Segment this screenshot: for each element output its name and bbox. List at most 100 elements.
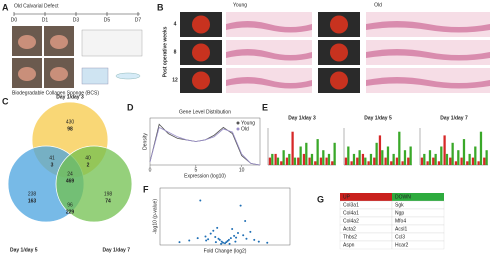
cell-text: Hcar2 (395, 242, 409, 248)
bar (350, 161, 353, 165)
point (199, 199, 202, 202)
venn-set (55, 145, 133, 223)
y-axis-label: -log10 (p-value) (152, 199, 158, 234)
header-cell (392, 193, 444, 201)
defect (330, 15, 348, 34)
caption: Biodegradable Collagen Sponge (BCS) (12, 90, 99, 96)
point (249, 230, 252, 233)
bar (316, 139, 319, 165)
bar (457, 150, 460, 165)
region-count: 163 (28, 198, 37, 204)
point (257, 240, 260, 243)
bar (392, 153, 395, 165)
cell-text: Sgk (395, 202, 404, 208)
x-axis-label: Expression (log10) (184, 173, 226, 179)
legend-swatch (236, 127, 240, 131)
point (178, 241, 181, 244)
x-tick-label: 0 (149, 167, 152, 173)
chart-title: Gene Level Distribution (179, 109, 231, 115)
bar (477, 161, 480, 165)
bar (386, 146, 390, 165)
panel-label: G (317, 194, 324, 204)
bar (373, 157, 376, 165)
x-axis-label: Fold Change (log2) (204, 248, 247, 254)
region-count: 2 (87, 162, 90, 168)
bar (426, 161, 429, 165)
bar (308, 157, 311, 165)
bar (474, 146, 477, 165)
legend-label: Young (241, 120, 255, 126)
cell-text: Col3a1 (343, 202, 359, 208)
tissue (366, 21, 490, 33)
region-count: 469 (66, 178, 75, 184)
point (225, 241, 228, 244)
bar (285, 157, 289, 165)
bar (420, 157, 424, 165)
bar (352, 153, 356, 165)
defect (192, 15, 210, 34)
cell-text: Acta2 (343, 226, 356, 232)
region-count: 96 (67, 202, 73, 208)
column-label: Young (233, 2, 247, 8)
region-count: 229 (66, 209, 75, 215)
bar (384, 157, 387, 165)
bar (403, 150, 407, 165)
point (212, 229, 215, 232)
bar (344, 157, 348, 165)
bar (434, 153, 437, 165)
point (220, 242, 223, 245)
bar (291, 131, 294, 165)
bar (409, 146, 412, 165)
region-count: 41 (49, 155, 55, 161)
defect (330, 71, 348, 90)
bar (468, 153, 471, 165)
photo-detail (50, 35, 68, 49)
bar (299, 146, 302, 165)
bar (479, 131, 483, 165)
bar (369, 153, 373, 165)
panel-label: A (2, 2, 9, 12)
row-label: 12 (172, 77, 178, 83)
bar (331, 161, 334, 165)
cell-text: Col4a2 (343, 218, 359, 224)
disc (115, 72, 141, 80)
point (235, 236, 238, 239)
bar (375, 142, 378, 165)
point (229, 237, 232, 240)
bar (333, 142, 336, 165)
bar (443, 135, 446, 165)
region-count: 430 (66, 119, 75, 125)
bar (437, 161, 441, 165)
bar (297, 157, 300, 165)
header-text: DOWN (395, 194, 411, 200)
defect (192, 43, 210, 62)
legend-label: Old (241, 126, 249, 132)
bar (466, 161, 469, 165)
bar (268, 157, 272, 165)
header-text: UP (343, 194, 351, 200)
cell-text: Aspn (343, 242, 355, 248)
photo-detail (18, 67, 36, 81)
bar (401, 161, 404, 165)
region-count: 238 (28, 191, 37, 197)
point (239, 204, 242, 207)
bar (395, 157, 399, 165)
cell-text: Acsl1 (395, 226, 407, 232)
point (217, 237, 220, 240)
bar (471, 157, 475, 165)
timeline-label: D3 (73, 17, 80, 23)
region-count: 198 (104, 191, 113, 197)
point (224, 242, 226, 245)
cell-text: Ccl3 (395, 234, 405, 240)
bar (460, 157, 463, 165)
cell-text: Col4a1 (343, 210, 359, 216)
photo-detail (18, 35, 36, 49)
bar (454, 161, 458, 165)
bar (445, 153, 449, 165)
plot-frame (149, 117, 261, 166)
timeline-label: D5 (104, 17, 111, 23)
bar (440, 146, 443, 165)
point (244, 220, 247, 223)
bar (367, 161, 370, 165)
